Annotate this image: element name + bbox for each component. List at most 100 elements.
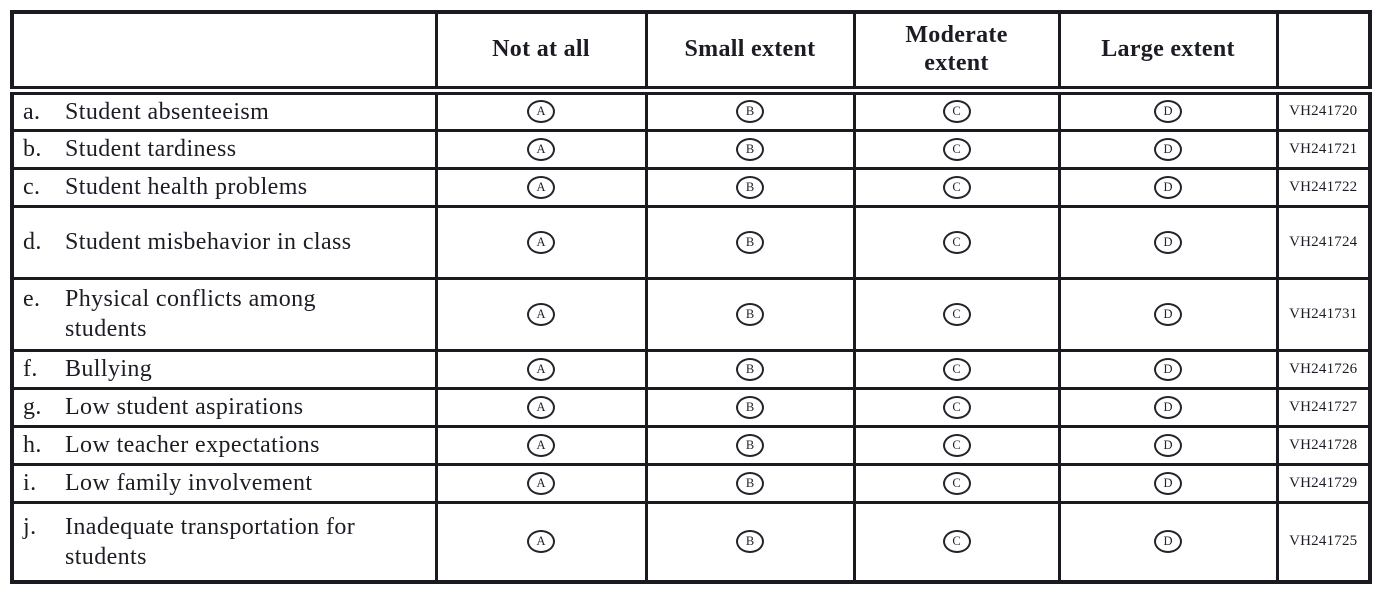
answer-bubble-a[interactable]: A <box>527 395 555 419</box>
option-cell-small-extent: B <box>644 128 856 170</box>
option-cell-not-at-all: A <box>434 462 648 504</box>
table-row-f: f. Bullying A B C D VH241726 <box>10 348 1372 390</box>
answer-bubble-c[interactable]: C <box>942 433 971 457</box>
option-cell-small-extent: B <box>644 424 856 466</box>
answer-bubble-d[interactable]: D <box>1154 230 1182 254</box>
item-cell: d. Student misbehavior in class <box>10 204 438 280</box>
option-cell-moderate-extent: C <box>852 166 1061 208</box>
option-cell-not-at-all: A <box>434 348 648 390</box>
option-cell-large-extent: D <box>1057 276 1279 352</box>
option-cell-not-at-all: A <box>434 88 648 132</box>
item-code: VH241721 <box>1275 128 1372 170</box>
answer-bubble-a[interactable]: A <box>527 137 555 161</box>
answer-bubble-c[interactable]: C <box>942 395 971 419</box>
option-cell-large-extent: D <box>1057 462 1279 504</box>
answer-bubble-b[interactable]: B <box>736 433 764 457</box>
row-label: Low teacher expectations <box>65 432 320 458</box>
table-row-e: e. Physical conflicts among students A B … <box>10 276 1372 352</box>
row-letter: a. <box>23 98 41 125</box>
answer-bubble-a[interactable]: A <box>527 100 555 123</box>
answer-bubble-b[interactable]: B <box>736 471 764 495</box>
answer-bubble-b[interactable]: B <box>736 230 764 254</box>
answer-bubble-c[interactable]: C <box>942 100 971 123</box>
option-cell-moderate-extent: C <box>852 424 1061 466</box>
answer-bubble-b[interactable]: B <box>736 302 764 326</box>
answer-bubble-b[interactable]: B <box>736 357 764 381</box>
header-small-extent: Small extent <box>644 10 856 95</box>
answer-bubble-c[interactable]: C <box>942 357 971 381</box>
row-label: Student absenteeism <box>65 98 270 125</box>
answer-bubble-a[interactable]: A <box>527 357 555 381</box>
answer-bubble-a[interactable]: A <box>527 302 555 326</box>
answer-bubble-d[interactable]: D <box>1154 100 1182 123</box>
answer-bubble-c[interactable]: C <box>942 137 971 161</box>
row-letter: e. <box>23 286 41 312</box>
answer-bubble-d[interactable]: D <box>1154 395 1182 419</box>
header-code-blank <box>1275 10 1372 95</box>
table-row-i: i. Low family involvement A B C D VH24172… <box>10 462 1372 504</box>
answer-bubble-c[interactable]: C <box>942 302 971 326</box>
option-cell-small-extent: B <box>644 204 856 280</box>
answer-bubble-a[interactable]: A <box>527 230 555 254</box>
answer-bubble-b[interactable]: B <box>736 530 764 554</box>
option-cell-large-extent: D <box>1057 386 1279 428</box>
row-letter: i. <box>23 470 37 496</box>
item-code: VH241725 <box>1275 500 1372 584</box>
table-row-b: b. Student tardiness A B C D VH241721 <box>10 128 1372 170</box>
table-row-a: a. Student absenteeism A B C D VH241720 <box>10 88 1372 132</box>
answer-bubble-b[interactable]: B <box>736 137 764 161</box>
option-cell-moderate-extent: C <box>852 386 1061 428</box>
row-letter: d. <box>23 229 42 255</box>
answer-bubble-b[interactable]: B <box>736 395 764 419</box>
option-cell-small-extent: B <box>644 166 856 208</box>
row-letter: g. <box>23 394 42 420</box>
answer-bubble-a[interactable]: A <box>527 530 555 554</box>
option-cell-not-at-all: A <box>434 204 648 280</box>
option-cell-moderate-extent: C <box>852 276 1061 352</box>
option-cell-not-at-all: A <box>434 276 648 352</box>
answer-bubble-a[interactable]: A <box>527 175 555 199</box>
option-cell-large-extent: D <box>1057 500 1279 584</box>
row-letter: b. <box>23 136 42 162</box>
option-cell-large-extent: D <box>1057 348 1279 390</box>
answer-bubble-d[interactable]: D <box>1154 471 1182 495</box>
answer-bubble-d[interactable]: D <box>1154 530 1182 554</box>
answer-bubble-b[interactable]: B <box>736 175 764 199</box>
item-cell: c. Student health problems <box>10 166 438 208</box>
answer-bubble-d[interactable]: D <box>1154 433 1182 457</box>
row-label: Physical conflicts among students <box>65 286 316 342</box>
option-cell-not-at-all: A <box>434 500 648 584</box>
item-cell: j. Inadequate transportation for students <box>10 500 438 584</box>
option-cell-moderate-extent: C <box>852 500 1061 584</box>
item-code: VH241728 <box>1275 424 1372 466</box>
answer-bubble-a[interactable]: A <box>527 433 555 457</box>
answer-bubble-c[interactable]: C <box>942 530 971 554</box>
item-code: VH241729 <box>1275 462 1372 504</box>
option-cell-small-extent: B <box>644 276 856 352</box>
item-cell: b. Student tardiness <box>10 128 438 170</box>
row-letter: c. <box>23 174 41 200</box>
answer-bubble-b[interactable]: B <box>736 100 764 123</box>
item-code: VH241727 <box>1275 386 1372 428</box>
row-label: Student misbehavior in class <box>65 229 352 255</box>
answer-bubble-d[interactable]: D <box>1154 302 1182 326</box>
answer-bubble-c[interactable]: C <box>942 175 971 199</box>
header-row: Not at all Small extent Moderate extent … <box>10 10 1372 95</box>
option-cell-moderate-extent: C <box>852 128 1061 170</box>
item-code: VH241720 <box>1275 88 1372 132</box>
answer-bubble-d[interactable]: D <box>1154 137 1182 161</box>
header-item-blank <box>10 10 438 95</box>
row-label: Inadequate transportation for students <box>65 513 356 570</box>
item-code: VH241726 <box>1275 348 1372 390</box>
item-cell: i. Low family involvement <box>10 462 438 504</box>
option-cell-not-at-all: A <box>434 386 648 428</box>
answer-bubble-c[interactable]: C <box>942 471 971 495</box>
answer-bubble-d[interactable]: D <box>1154 175 1182 199</box>
option-cell-moderate-extent: C <box>852 348 1061 390</box>
answer-bubble-d[interactable]: D <box>1154 357 1182 381</box>
answer-bubble-c[interactable]: C <box>942 230 971 254</box>
row-letter: j. <box>23 513 37 540</box>
answer-bubble-a[interactable]: A <box>527 471 555 495</box>
option-cell-large-extent: D <box>1057 424 1279 466</box>
